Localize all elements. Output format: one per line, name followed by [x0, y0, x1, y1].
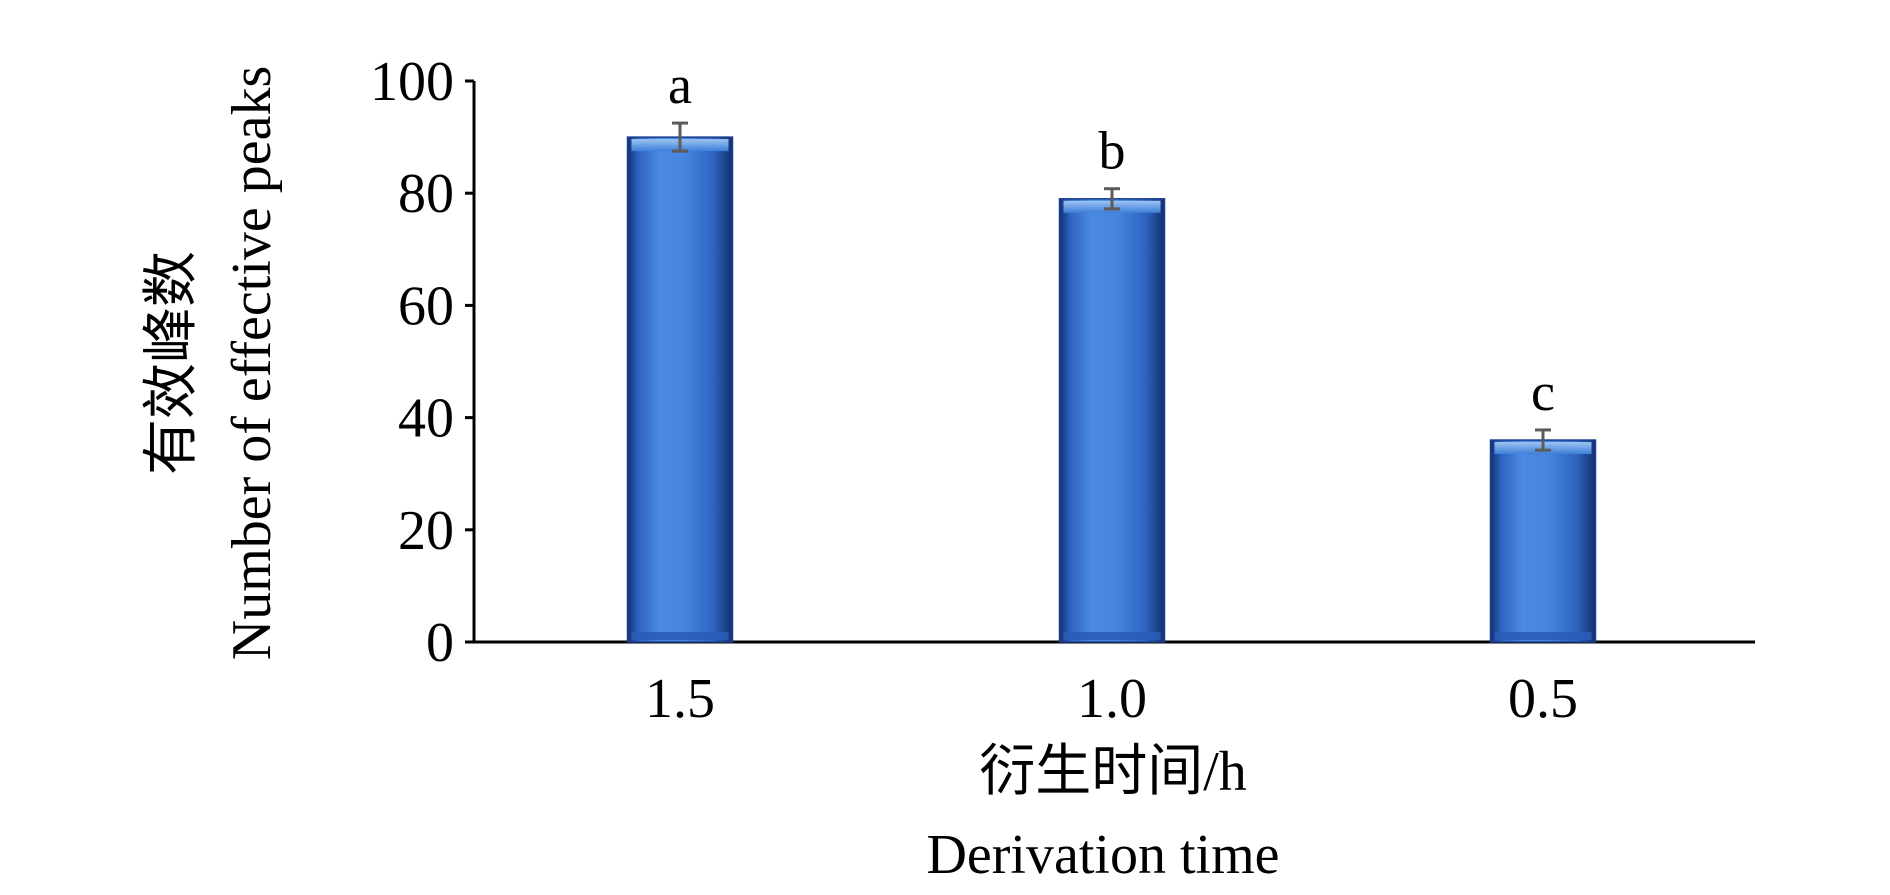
x-tick-label: 1.0	[1077, 668, 1147, 730]
significance-label: a	[668, 55, 692, 115]
x-axis-title: 衍生时间/h	[979, 741, 1247, 803]
x-tick-labels: 1.5 1.0 0.5	[645, 668, 1578, 730]
bars: a b c	[626, 55, 1597, 643]
significance-label: b	[1099, 121, 1126, 181]
y-tick-label: 40	[398, 388, 454, 450]
y-tick-label: 100	[370, 51, 454, 113]
y-axis-title-en: Number of effective peaks	[221, 66, 283, 660]
bar	[626, 136, 734, 643]
bar	[1058, 198, 1166, 643]
x-axis-title-en: Derivation time	[926, 824, 1279, 886]
bar-bottom-shade	[1494, 632, 1592, 640]
y-tick-label: 0	[426, 612, 454, 674]
y-tick-label: 20	[398, 500, 454, 562]
bar-bottom-shade	[631, 632, 729, 640]
y-tick-label: 60	[398, 275, 454, 337]
significance-label: c	[1531, 362, 1555, 422]
bar	[1489, 439, 1597, 643]
x-tick-label: 0.5	[1508, 668, 1578, 730]
y-ticks: 0 20 40 60 80 100	[370, 51, 474, 674]
x-tick-label: 1.5	[645, 668, 715, 730]
y-tick-label: 80	[398, 163, 454, 225]
y-axis-title: 有效峰数	[141, 251, 203, 475]
bar-bottom-shade	[1063, 632, 1161, 640]
